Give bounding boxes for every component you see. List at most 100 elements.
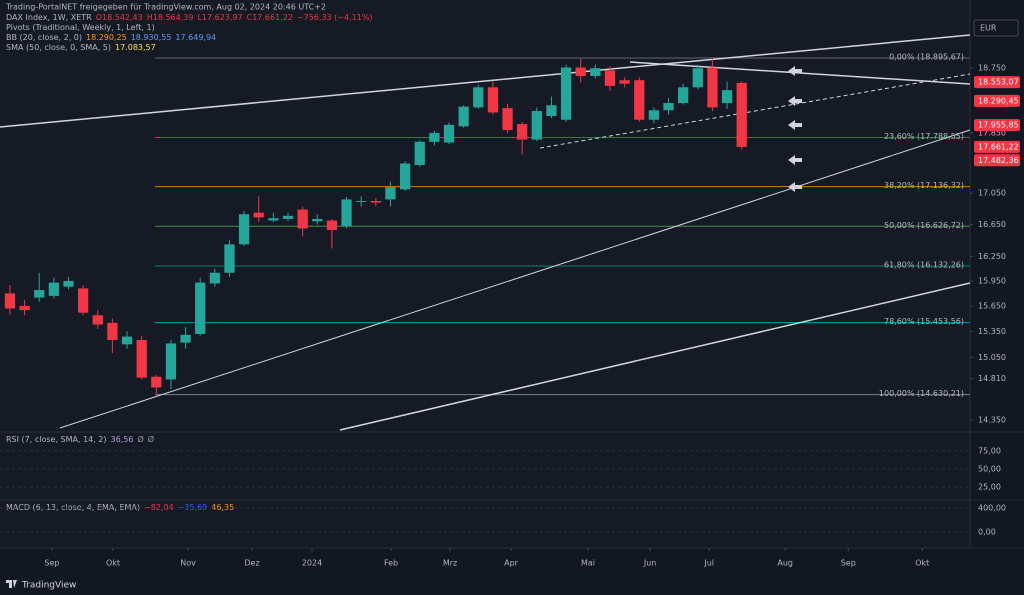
candle-body <box>253 212 264 218</box>
candle-body <box>634 80 645 120</box>
legend-label: DAX Index, 1W, XETR <box>6 13 92 22</box>
legend-value: H18.564,39 <box>147 13 194 22</box>
candle-body <box>385 187 396 200</box>
candle-body <box>268 218 279 221</box>
indicator-label: MACD (6, 13, close, 4, EMA, EMA) <box>6 503 140 512</box>
price-marker <box>974 76 1020 89</box>
legend-value: O18.542,43 <box>96 13 143 22</box>
price-marker <box>974 140 1020 153</box>
y-tick-label: 0,00 <box>978 527 996 536</box>
candle-body <box>224 244 235 273</box>
candle-body <box>502 108 513 130</box>
trend-lines <box>0 34 971 431</box>
x-tick-label: Okt <box>915 559 929 568</box>
logo-icon <box>6 580 17 588</box>
indicator-value: 36,56 <box>111 435 134 444</box>
fib-label: 100,00% (14.630,21) <box>879 389 964 398</box>
candle-body <box>78 288 89 313</box>
price-marker-label: 18.290,45 <box>978 96 1019 105</box>
legend-line: SMA (50, close, 0, SMA, 5) 17.083,57 <box>6 43 156 52</box>
y-tick-label: 75,00 <box>978 446 1001 455</box>
y-tick-label: 18.750 <box>978 64 1006 73</box>
fib-label: 38,20% (17.136,32) <box>884 181 964 190</box>
candle-body <box>121 336 133 345</box>
fib-label: 0,00% (18.895,67) <box>889 53 964 62</box>
candle-body <box>195 282 206 334</box>
candle-body <box>92 315 103 325</box>
fib-label: 23,60% (17.788,55) <box>884 132 964 141</box>
y-tick-label: 16.250 <box>978 252 1006 261</box>
y-tick-label: 16.650 <box>978 220 1006 229</box>
price-marker-label: 17.482,36 <box>978 156 1019 165</box>
y-tick-label: 15.650 <box>978 301 1006 310</box>
candle-body <box>34 290 45 298</box>
arrow <box>788 182 802 192</box>
candle-body <box>443 124 455 143</box>
candle-body <box>209 272 220 284</box>
candle-body <box>678 87 689 104</box>
arrow <box>788 66 802 76</box>
currency-box[interactable] <box>973 19 1019 37</box>
price-marker <box>974 94 1020 107</box>
candle-body <box>19 305 30 311</box>
footer-logo: TradingView <box>21 581 76 591</box>
legend-line: BB (20, close, 2, 0) 18.290,25 18.930,55 17… <box>6 33 216 42</box>
indicator-legend: RSI (7, close, SMA, 14, 2) 36,56 Ø Ø <box>6 434 154 444</box>
candle-body <box>707 67 718 108</box>
candle-body <box>546 105 557 117</box>
fib-label: 78,60% (15.453,56) <box>884 317 964 326</box>
price-marker-label: 17.661,22 <box>978 142 1019 151</box>
legend-value: −756,33 (−4,11%) <box>297 13 373 22</box>
candle-body <box>326 220 338 231</box>
x-tick-label: 2024 <box>302 559 322 568</box>
y-tick-label: 14.810 <box>978 374 1006 383</box>
indicator-value: Ø <box>137 434 143 444</box>
candle-body <box>399 163 411 190</box>
legend-value: 18.290,25 <box>86 33 127 42</box>
x-tick-label: Aug <box>777 559 793 568</box>
candle-body <box>63 280 74 287</box>
x-tick-label: Dez <box>244 559 259 568</box>
candle-body <box>531 110 542 140</box>
currency[interactable]: EUR <box>980 24 997 33</box>
candle-body <box>575 67 586 76</box>
y-tick-label: 15.050 <box>978 353 1006 362</box>
x-tick-label: Mai <box>581 559 595 568</box>
legend-line: Pivots (Traditional, Weekly, 1, Left, 1) <box>6 23 155 32</box>
candle-body <box>165 343 177 380</box>
y-tick-label: 25,00 <box>978 482 1001 491</box>
candle-body <box>180 334 191 343</box>
indicator-value: −82,04 <box>144 503 174 512</box>
y-tick-label: 50,00 <box>978 464 1001 473</box>
candle-body <box>107 322 118 341</box>
legend-value: C17.661,22 <box>247 13 293 22</box>
indicator-value: −35,69 <box>178 503 208 512</box>
candle-body <box>473 87 484 108</box>
legend-label: Pivots (Traditional, Weekly, 1, Left, 1) <box>6 23 155 32</box>
legend-label: SMA (50, close, 0, SMA, 5) <box>6 43 111 52</box>
x-tick-label: Sep <box>841 559 856 568</box>
candle-body <box>297 209 308 229</box>
price-marker <box>974 154 1020 167</box>
candle-body <box>370 200 381 203</box>
x-tick-label: Apr <box>504 559 519 568</box>
indicator-value: Ø <box>148 434 154 444</box>
trend-line <box>0 34 971 128</box>
candle-body <box>136 340 147 378</box>
candle-body <box>560 67 572 120</box>
indicator-legend: MACD (6, 13, close, 4, EMA, EMA) −82,04 −3… <box>6 503 234 512</box>
y-tick-label: 400,00 <box>978 503 1006 512</box>
candle-body <box>48 282 59 296</box>
y-tick-label: 15.350 <box>978 327 1006 336</box>
arrows <box>788 66 802 192</box>
y-tick-label: 17.050 <box>978 189 1006 198</box>
price-marker <box>974 119 1020 132</box>
candle-body <box>692 68 703 88</box>
x-tick-label: Jul <box>703 559 714 568</box>
candle-body <box>429 132 440 142</box>
candle-body <box>517 124 528 140</box>
legend-value: L17.623,97 <box>197 13 242 22</box>
x-tick-label: Mrz <box>443 559 457 568</box>
x-tick-label: Feb <box>384 559 398 568</box>
